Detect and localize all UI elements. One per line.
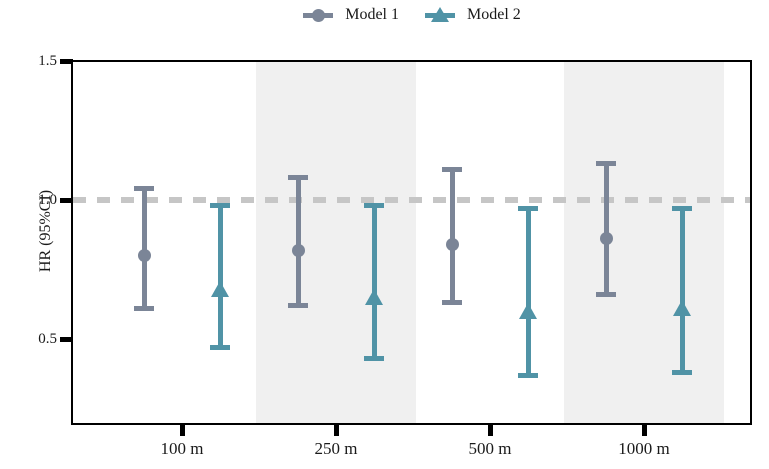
legend-item-model-1: Model 1 [303, 5, 399, 25]
plot-area [71, 60, 752, 425]
series-2-1000m-ci-line [679, 208, 685, 373]
series-1-1000m-cap-top [596, 161, 616, 167]
x-tick-100m [179, 424, 185, 436]
series-2-500m-cap-bottom [518, 372, 538, 378]
series-1-100m-ci-line [141, 188, 147, 309]
y-tick-label-0.5: 0.5 [38, 331, 57, 347]
model-1-circle-icon [303, 6, 334, 24]
series-2-250m-cap-bottom [364, 355, 384, 361]
series-2-250m-cap-top [364, 203, 384, 209]
series-2-1000m-point-triangle-icon [673, 300, 691, 317]
model-2-triangle-icon [425, 6, 455, 24]
y-tick-0.5 [60, 336, 73, 342]
series-2-1000m-cap-bottom [672, 369, 692, 375]
series-1-1000m-cap-bottom [596, 292, 616, 298]
x-tick-label-1000m: 1000 m [618, 439, 670, 458]
series-2-1000m-cap-top [672, 205, 692, 211]
series-2-100m-cap-top [210, 203, 230, 209]
series-1-500m-ci-line [449, 169, 455, 303]
legend-label-model-1: Model 1 [345, 6, 399, 23]
y-tick-label-1.0: 1.0 [38, 192, 57, 208]
series-1-250m-ci-line [295, 177, 301, 306]
x-tick-1000m [641, 424, 647, 436]
series-1-250m-cap-bottom [288, 303, 308, 309]
y-tick-1.5 [60, 58, 73, 64]
legend: Model 1 Model 2 [72, 3, 752, 27]
x-tick-250m [333, 424, 339, 436]
series-2-250m-ci-line [371, 205, 377, 359]
x-tick-500m [487, 424, 493, 436]
x-tick-label-250m: 250 m [314, 439, 358, 458]
series-1-1000m-ci-line [603, 163, 609, 295]
series-1-100m-cap-top [134, 186, 154, 192]
series-2-500m-cap-top [518, 205, 538, 211]
series-2-500m-point-triangle-icon [519, 303, 537, 320]
series-1-250m-point-circle-icon [291, 243, 305, 257]
shaded-band-1000m [564, 62, 724, 423]
series-2-100m-cap-bottom [210, 344, 230, 350]
y-tick-1.0 [60, 197, 73, 203]
series-2-250m-point-triangle-icon [365, 289, 383, 306]
series-1-1000m-point-circle-icon [599, 232, 613, 246]
x-tick-label-100m: 100 m [160, 439, 204, 458]
series-1-500m-point-circle-icon [445, 237, 459, 251]
x-tick-label-500m: 500 m [468, 439, 512, 458]
legend-item-model-2: Model 2 [425, 5, 521, 25]
series-1-100m-point-circle-icon [137, 249, 151, 263]
legend-label-model-2: Model 2 [467, 6, 521, 23]
series-2-100m-point-triangle-icon [211, 280, 229, 297]
reference-line [73, 197, 750, 203]
series-1-500m-cap-top [442, 166, 462, 172]
series-1-500m-cap-bottom [442, 300, 462, 306]
series-2-500m-ci-line [525, 208, 531, 376]
series-2-100m-ci-line [217, 205, 223, 348]
y-tick-label-1.5: 1.5 [38, 53, 57, 69]
shaded-band-250m [256, 62, 416, 423]
series-1-250m-cap-top [288, 175, 308, 181]
series-1-100m-cap-bottom [134, 305, 154, 311]
